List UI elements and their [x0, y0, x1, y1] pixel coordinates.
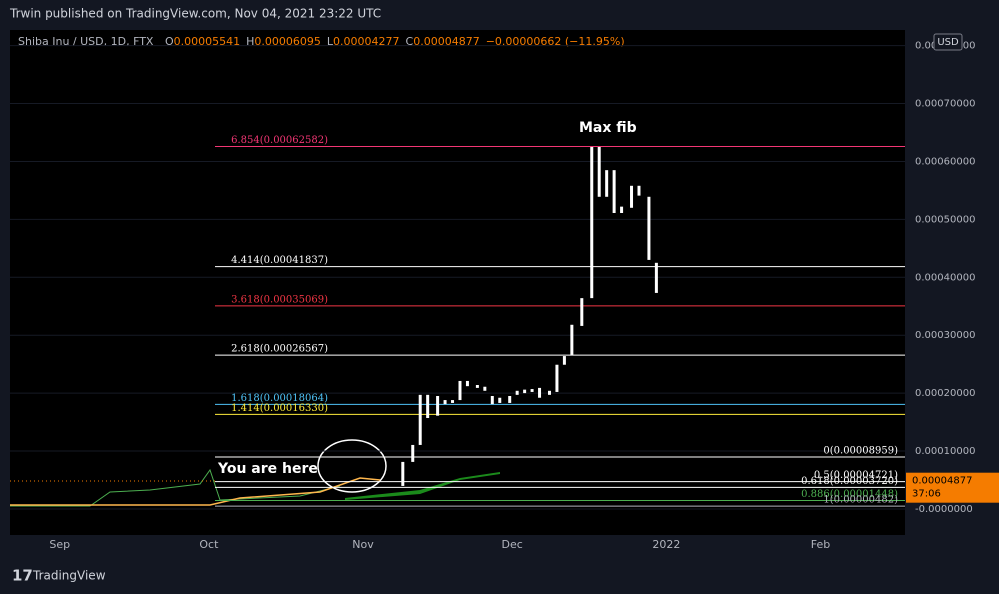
header: Trwin published on TradingView.com, Nov … [9, 7, 381, 21]
legend-key: O [165, 35, 174, 48]
y-tick-label: 0.00030000 [915, 330, 975, 341]
indicator-line [10, 477, 381, 506]
annotation: You are here [217, 461, 318, 477]
logo: 17 [12, 567, 33, 585]
annotation: Max fib [579, 120, 637, 136]
cloud [345, 472, 500, 500]
fib-label: 1.414(0.00016330) [231, 403, 328, 414]
legend-value: 0.00005541 [174, 35, 240, 48]
legend-key: C [406, 35, 414, 48]
indicator-line [10, 468, 341, 507]
legend-value: 0.00006095 [254, 35, 320, 48]
footer-bar [0, 560, 999, 594]
x-tick-label: 2022 [652, 538, 680, 551]
y-tick-label: 0.00070000 [915, 99, 975, 110]
y-tick-label: 0.00040000 [915, 272, 975, 283]
legend-value: 0.00004877 [413, 35, 479, 48]
plot-area [10, 30, 905, 535]
symbol: Shiba Inu / USD, 1D, FTX [18, 35, 154, 48]
legend-key: H [246, 35, 254, 48]
x-tick-label: Oct [199, 538, 219, 551]
fib-label: 0.886(0.00001448) [801, 489, 898, 500]
x-tick-label: Dec [502, 538, 523, 551]
x-tick-label: Nov [352, 538, 374, 551]
fib-label: 3.618(0.00035069) [231, 294, 328, 305]
legend: Shiba Inu / USD, 1D, FTX O0.00005541 H0.0… [18, 35, 625, 48]
legend-key: L [327, 35, 334, 48]
fib-label: 2.618(0.00026567) [231, 344, 328, 355]
currency-badge [933, 33, 963, 51]
countdown: 37:06 [912, 489, 941, 500]
legend-value: 0.00004277 [333, 35, 399, 48]
y-tick-label: -0.0000000 [915, 504, 973, 515]
y-tick-label: 0.00010000 [915, 446, 975, 457]
x-tick-label: Feb [811, 538, 830, 551]
price-badge [906, 472, 999, 503]
hand-circle [317, 439, 387, 493]
y-tick-label: 0.00050000 [915, 214, 975, 225]
price-badge-label: 0.00004877 [912, 476, 972, 487]
fib-label: 0.5(0.00004721) [814, 470, 898, 481]
fib-label: 1.618(0.00018064) [231, 393, 328, 404]
fib-label: 4.414(0.00041837) [231, 255, 328, 266]
footer: TradingView [32, 569, 106, 583]
fib-label: 1(0.00000482) [823, 495, 898, 506]
fib-label: 6.854(0.00062582) [231, 135, 328, 146]
x-tick-label: Sep [49, 538, 70, 551]
legend-change: −0.00000662 (−11.95%) [486, 35, 625, 48]
fib-label: 0.618(0.00003720) [801, 476, 898, 487]
currency: USD [937, 37, 959, 48]
y-tick-label: 0.00020000 [915, 388, 975, 399]
y-tick-label: 0.00060000 [915, 156, 975, 167]
fib-label: 0(0.00008959) [823, 446, 898, 457]
